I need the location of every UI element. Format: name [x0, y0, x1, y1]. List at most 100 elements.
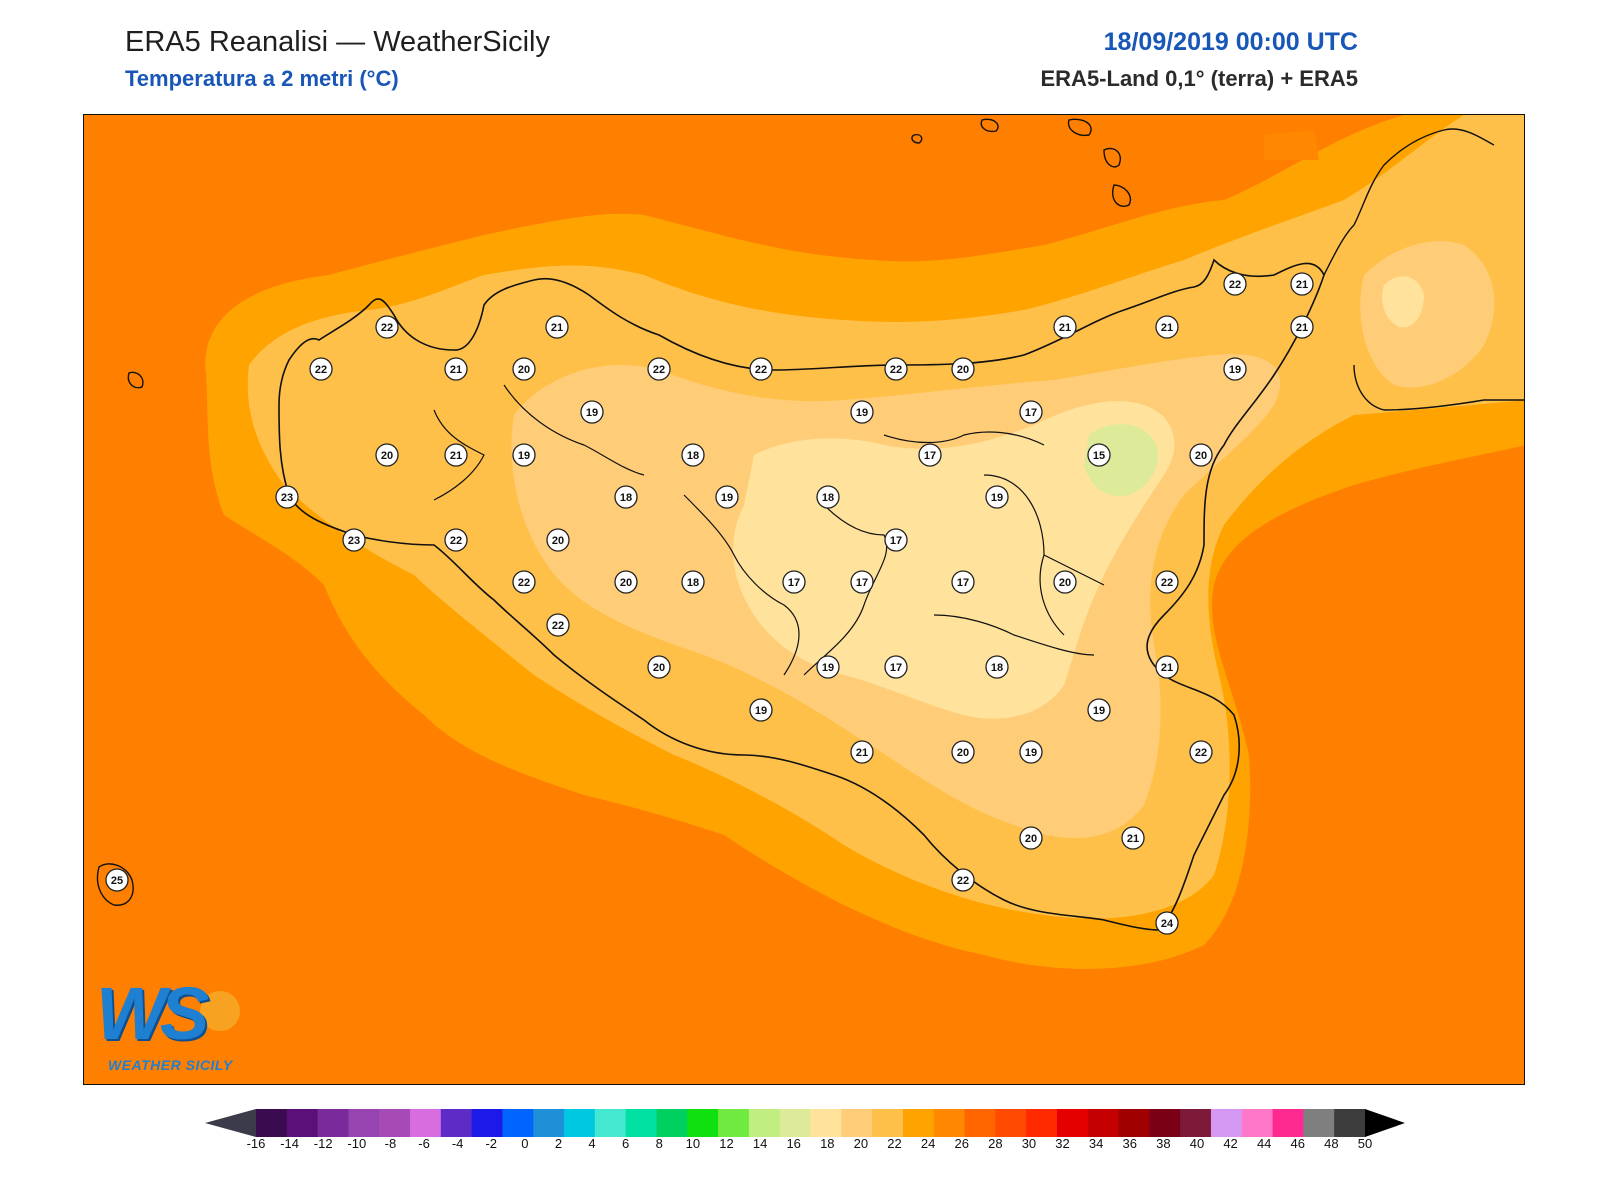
station-marker[interactable]	[444, 443, 468, 467]
station-marker[interactable]	[1290, 272, 1314, 296]
station-marker[interactable]	[1155, 315, 1179, 339]
colorbar-tick-label: -4	[451, 1136, 464, 1151]
station-marker[interactable]	[1223, 357, 1247, 381]
station-marker[interactable]	[614, 570, 638, 594]
station-markers: 22 21 22 21 20 22 22 22 20 21 21 22 21 21 19 19 19 17 20 21…	[105, 272, 1314, 935]
station-marker[interactable]	[884, 357, 908, 381]
station-marker[interactable]	[681, 570, 705, 594]
colorbar-tick-label: 50	[1357, 1136, 1373, 1151]
data-source: ERA5-Land 0,1° (terra) + ERA5	[1040, 66, 1359, 91]
temperature-map[interactable]: 22 21 22 21 20 22 22 22 20 21 21 22 21 21 19 19 19 17 20 21…	[83, 114, 1525, 1085]
station-temperature-label: 19	[1229, 364, 1241, 376]
station-marker[interactable]	[749, 357, 773, 381]
station-marker[interactable]	[546, 528, 570, 552]
station-marker[interactable]	[580, 400, 604, 424]
station-marker[interactable]	[681, 443, 705, 467]
station-marker[interactable]	[1189, 443, 1213, 467]
station-marker[interactable]	[375, 315, 399, 339]
station-marker[interactable]	[951, 357, 975, 381]
station-marker[interactable]	[375, 443, 399, 467]
colorbar-tick-label: 46	[1290, 1136, 1306, 1151]
station-marker[interactable]	[309, 357, 333, 381]
station-marker[interactable]	[614, 485, 638, 509]
colorbar-tick-label: 20	[853, 1136, 869, 1151]
station-temperature-label: 18	[822, 492, 834, 504]
station-marker[interactable]	[512, 570, 536, 594]
station-marker[interactable]	[850, 740, 874, 764]
station-marker[interactable]	[1053, 315, 1077, 339]
station-temperature-label: 15	[1093, 450, 1105, 462]
station-temperature-label: 17	[924, 450, 936, 462]
station-marker[interactable]	[1223, 272, 1247, 296]
colorbar-tick-label: 10	[685, 1136, 701, 1151]
station-temperature-label: 17	[788, 577, 800, 589]
station-marker[interactable]	[985, 655, 1009, 679]
station-temperature-label: 19	[1025, 747, 1037, 759]
station-marker[interactable]	[1019, 826, 1043, 850]
station-marker[interactable]	[1087, 443, 1111, 467]
station-marker[interactable]	[749, 698, 773, 722]
aeolian-islands	[127, 118, 1131, 389]
colorbar-cell	[1210, 1109, 1243, 1137]
colorbar-tick-label: 38	[1156, 1136, 1171, 1151]
colorbar-tick-label: -6	[418, 1136, 430, 1151]
station-marker[interactable]	[951, 740, 975, 764]
station-marker[interactable]	[918, 443, 942, 467]
colorbar-tick-label: 16	[786, 1136, 801, 1151]
station-marker[interactable]	[850, 570, 874, 594]
colorbar-tick-label: 44	[1256, 1136, 1272, 1151]
station-marker[interactable]	[884, 528, 908, 552]
colorbar-tick-label: 4	[588, 1136, 596, 1151]
map-canvas: 22 21 22 21 20 22 22 22 20 21 21 22 21 21 19 19 19 17 20 21…	[96, 115, 1524, 969]
colorbar-cell	[1026, 1109, 1058, 1137]
station-marker[interactable]	[1189, 740, 1213, 764]
station-temperature-label: 19	[586, 407, 598, 419]
station-marker[interactable]	[1155, 911, 1179, 935]
station-marker[interactable]	[647, 357, 671, 381]
station-marker[interactable]	[1121, 826, 1145, 850]
station-temperature-label: 22	[755, 364, 767, 376]
station-marker[interactable]	[782, 570, 806, 594]
station-marker[interactable]	[816, 655, 840, 679]
station-marker[interactable]	[1053, 570, 1077, 594]
station-temperature-label: 18	[687, 450, 699, 462]
station-marker[interactable]	[816, 485, 840, 509]
station-marker[interactable]	[1155, 570, 1179, 594]
station-marker[interactable]	[850, 400, 874, 424]
station-marker[interactable]	[342, 528, 366, 552]
colorbar-cell	[1241, 1109, 1274, 1137]
station-marker[interactable]	[105, 868, 129, 892]
colorbar-tick-label: -12	[313, 1136, 333, 1151]
station-marker[interactable]	[512, 443, 536, 467]
colorbar-tick-label: 32	[1055, 1136, 1070, 1151]
station-temperature-label: 19	[822, 662, 834, 674]
station-marker[interactable]	[884, 655, 908, 679]
station-marker[interactable]	[951, 570, 975, 594]
colorbar-cell	[718, 1109, 750, 1137]
station-marker[interactable]	[1019, 740, 1043, 764]
station-marker[interactable]	[546, 613, 570, 637]
station-marker[interactable]	[647, 655, 671, 679]
station-temperature-label: 22	[1229, 279, 1241, 291]
station-marker[interactable]	[1155, 655, 1179, 679]
station-marker[interactable]	[985, 485, 1009, 509]
station-temperature-label: 19	[518, 450, 530, 462]
station-marker[interactable]	[1290, 315, 1314, 339]
colorbar-cells	[256, 1109, 1366, 1137]
valid-datetime: 18/09/2019 00:00 UTC	[1103, 28, 1358, 56]
station-marker[interactable]	[275, 485, 299, 509]
station-marker[interactable]	[444, 528, 468, 552]
station-temperature-label: 18	[991, 662, 1003, 674]
station-marker[interactable]	[444, 357, 468, 381]
colorbar-cell	[256, 1109, 288, 1137]
station-marker[interactable]	[1087, 698, 1111, 722]
colorbar-cell	[410, 1109, 442, 1137]
station-marker[interactable]	[715, 485, 739, 509]
station-marker[interactable]	[545, 315, 569, 339]
colorbar-tick-labels: -16 -14 -12 -10 -8 -6 -4 -2 0 2 4 6 8 10 12 14 16 18 20 22 2…	[0, 1136, 1600, 1158]
station-marker[interactable]	[951, 868, 975, 892]
colorbar-cell	[317, 1109, 349, 1137]
station-marker[interactable]	[1019, 400, 1043, 424]
station-marker[interactable]	[512, 357, 536, 381]
province-boundaries	[433, 384, 1105, 676]
